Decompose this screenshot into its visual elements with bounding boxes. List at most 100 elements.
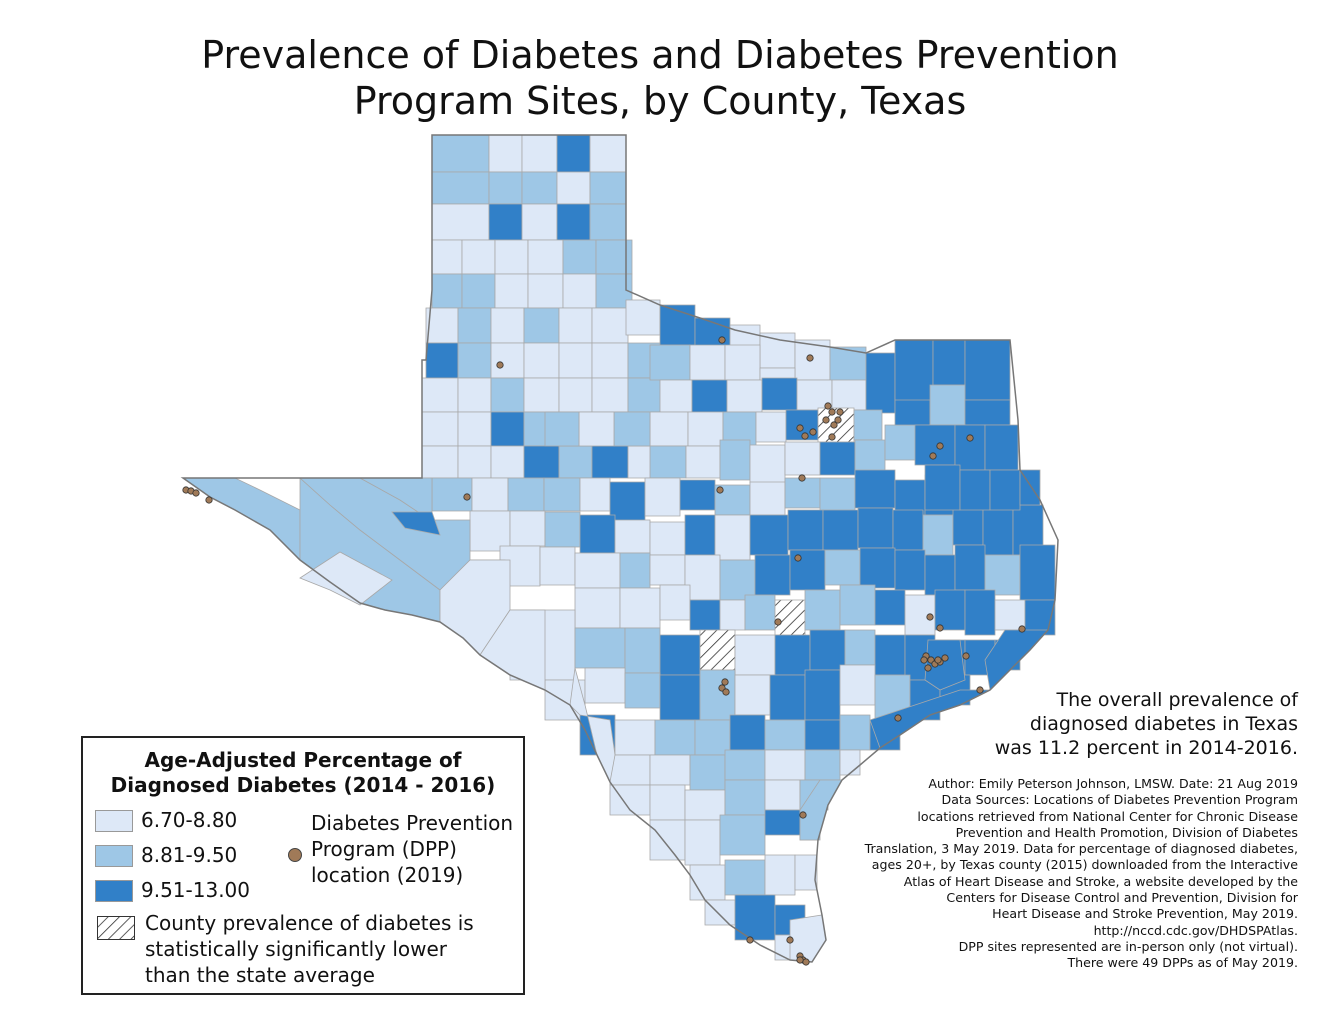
county-polygon	[857, 507, 894, 549]
county-polygon	[625, 299, 661, 336]
county-polygon	[874, 634, 906, 676]
county-polygon	[421, 377, 459, 413]
county-polygon	[689, 599, 721, 631]
county-polygon	[521, 203, 558, 241]
county-polygon	[659, 379, 693, 413]
county-polygon	[839, 749, 861, 776]
county-polygon	[804, 719, 841, 751]
county-polygon	[724, 859, 766, 896]
dpp-location-point	[192, 489, 200, 497]
county-polygon	[719, 559, 756, 601]
county-polygon	[964, 589, 996, 636]
county-polygon	[569, 667, 616, 784]
county-polygon	[488, 171, 523, 205]
county-polygon	[471, 477, 509, 512]
dpp-location-point	[941, 654, 949, 662]
county-polygon	[774, 599, 806, 636]
county-polygon	[457, 377, 492, 413]
legend-swatch-high	[95, 880, 133, 902]
county-polygon	[959, 469, 991, 511]
overall-note-line-2: diagnosed diabetes in Texas	[1029, 713, 1298, 735]
legend-label-high: 9.51-13.00	[141, 878, 251, 902]
county-polygon	[619, 587, 661, 629]
county-polygon	[719, 814, 766, 856]
legend-hatch-swatch	[97, 916, 135, 940]
county-polygon	[894, 339, 934, 401]
legend-label-mid: 8.81-9.50	[141, 843, 238, 867]
dpp-location-point	[936, 442, 944, 450]
dpp-location-point	[834, 416, 842, 424]
county-polygon	[749, 481, 786, 516]
county-polygon	[724, 779, 766, 816]
county-polygon	[523, 445, 560, 479]
county-polygon	[691, 379, 728, 413]
county-polygon	[922, 514, 954, 556]
county-polygon	[574, 552, 621, 589]
map-title-line-2: Program Sites, by County, Texas	[353, 79, 967, 123]
dpp-location-point	[496, 361, 504, 369]
county-polygon	[627, 377, 664, 413]
county-polygon	[1019, 544, 1056, 601]
county-polygon	[624, 672, 661, 709]
county-polygon	[654, 719, 696, 756]
county-polygon	[774, 634, 811, 676]
county-polygon	[749, 444, 786, 484]
county-polygon	[954, 544, 986, 591]
county-polygon	[699, 629, 736, 671]
dpp-location-point	[822, 416, 830, 424]
county-polygon	[687, 411, 724, 447]
county-polygon	[924, 464, 961, 511]
county-polygon	[684, 514, 716, 556]
dpp-location-point	[721, 678, 729, 686]
county-polygon	[689, 344, 726, 381]
dpp-location-point	[920, 656, 928, 664]
county-polygon	[574, 587, 621, 629]
dpp-location-point	[801, 432, 809, 440]
county-polygon	[614, 719, 656, 756]
county-polygon	[509, 510, 546, 547]
dpp-location-point	[924, 664, 932, 672]
county-polygon	[819, 441, 856, 476]
county-polygon	[579, 514, 616, 554]
county-polygon	[488, 134, 523, 173]
dpp-location-point	[809, 428, 817, 436]
county-polygon	[659, 584, 691, 621]
county-polygon	[984, 629, 1049, 691]
county-polygon	[619, 552, 651, 589]
county-polygon	[764, 719, 806, 751]
county-polygon	[562, 239, 597, 275]
county-polygon	[726, 379, 763, 413]
dpp-location-point	[966, 434, 974, 442]
county-polygon	[699, 669, 736, 721]
county-polygon	[749, 514, 789, 556]
county-polygon	[649, 445, 687, 479]
county-polygon	[853, 409, 883, 441]
credits-line: ages 20+, by Texas county (2015) downloa…	[871, 857, 1298, 873]
credits-line: Heart Disease and Stroke Prevention, May…	[992, 906, 1298, 922]
dpp-location-point	[796, 424, 804, 432]
county-polygon	[461, 273, 496, 309]
county-polygon	[539, 546, 576, 586]
county-polygon	[649, 819, 686, 861]
county-polygon	[523, 307, 560, 344]
county-polygon	[488, 203, 523, 241]
county-polygon	[556, 203, 591, 241]
county-polygon	[719, 439, 751, 481]
credits-line: locations retrieved from National Center…	[917, 808, 1298, 824]
credits-line: Atlas of Heart Disease and Stroke, a web…	[903, 873, 1298, 889]
county-polygon	[689, 754, 726, 791]
county-polygon	[685, 445, 721, 479]
county-polygon	[929, 384, 966, 426]
county-polygon	[591, 342, 629, 379]
county-polygon	[494, 239, 529, 275]
county-polygon	[574, 627, 626, 669]
county-polygon	[490, 307, 525, 344]
county-polygon	[714, 514, 751, 561]
county-polygon	[744, 594, 776, 631]
legend-swatch-low	[95, 810, 133, 832]
legend-dpp-label: Diabetes Prevention Program (DPP) locati…	[311, 810, 521, 888]
county-polygon	[558, 307, 593, 344]
county-polygon	[804, 589, 841, 631]
county-polygon	[994, 599, 1026, 631]
county-polygon	[614, 519, 651, 554]
